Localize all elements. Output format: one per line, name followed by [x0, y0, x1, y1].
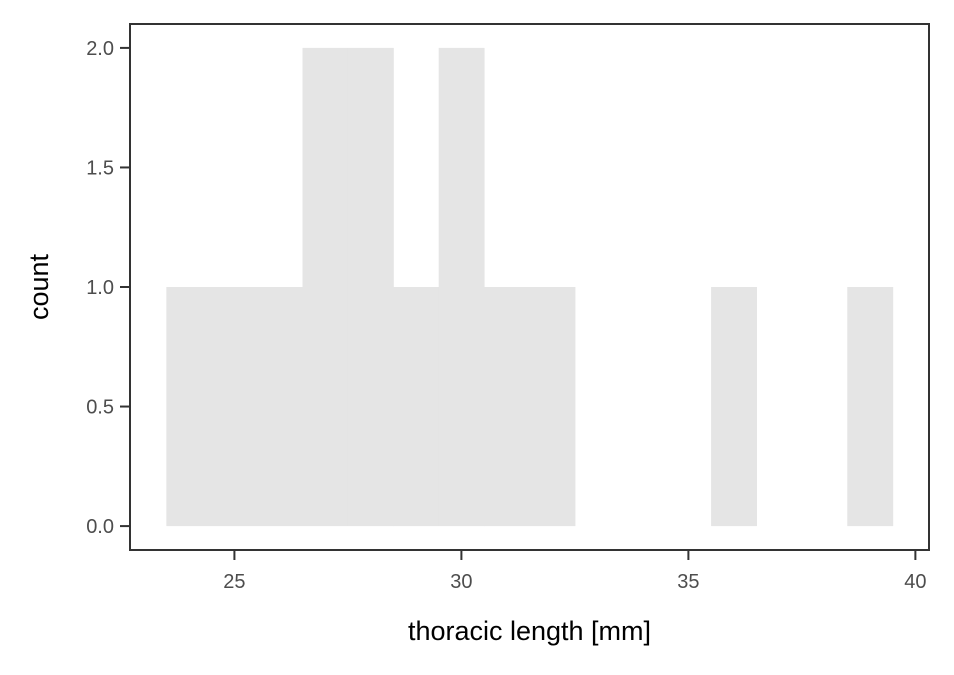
bars-layer [166, 47, 894, 527]
y-tick-label: 1.5 [86, 157, 114, 179]
y-axis: 0.0 0.5 1.0 1.5 2.0 [86, 38, 130, 538]
histogram-bar [529, 287, 576, 527]
histogram-bar [711, 287, 757, 527]
histogram-bar [347, 47, 394, 527]
x-tick-label: 40 [904, 571, 926, 593]
x-tick-label: 35 [677, 571, 699, 593]
x-tick-label: 25 [223, 571, 245, 593]
y-tick-label: 0.5 [86, 397, 114, 419]
y-tick-label: 1.0 [86, 277, 114, 299]
histogram-bar [166, 287, 213, 527]
x-axis-title: thoracic length [mm] [408, 616, 651, 646]
histogram-bar [257, 287, 304, 527]
x-axis: 25 30 35 40 [223, 550, 927, 593]
histogram-bar [438, 47, 485, 527]
histogram-bar [302, 47, 349, 527]
y-tick-label: 2.0 [86, 38, 114, 60]
histogram-bar [484, 287, 530, 527]
y-axis-title: count [24, 253, 54, 320]
x-tick-label: 30 [450, 571, 472, 593]
histogram-bar [393, 287, 440, 527]
y-tick-label: 0.0 [86, 516, 114, 538]
histogram-bar [847, 287, 894, 527]
histogram-bar [211, 287, 258, 527]
